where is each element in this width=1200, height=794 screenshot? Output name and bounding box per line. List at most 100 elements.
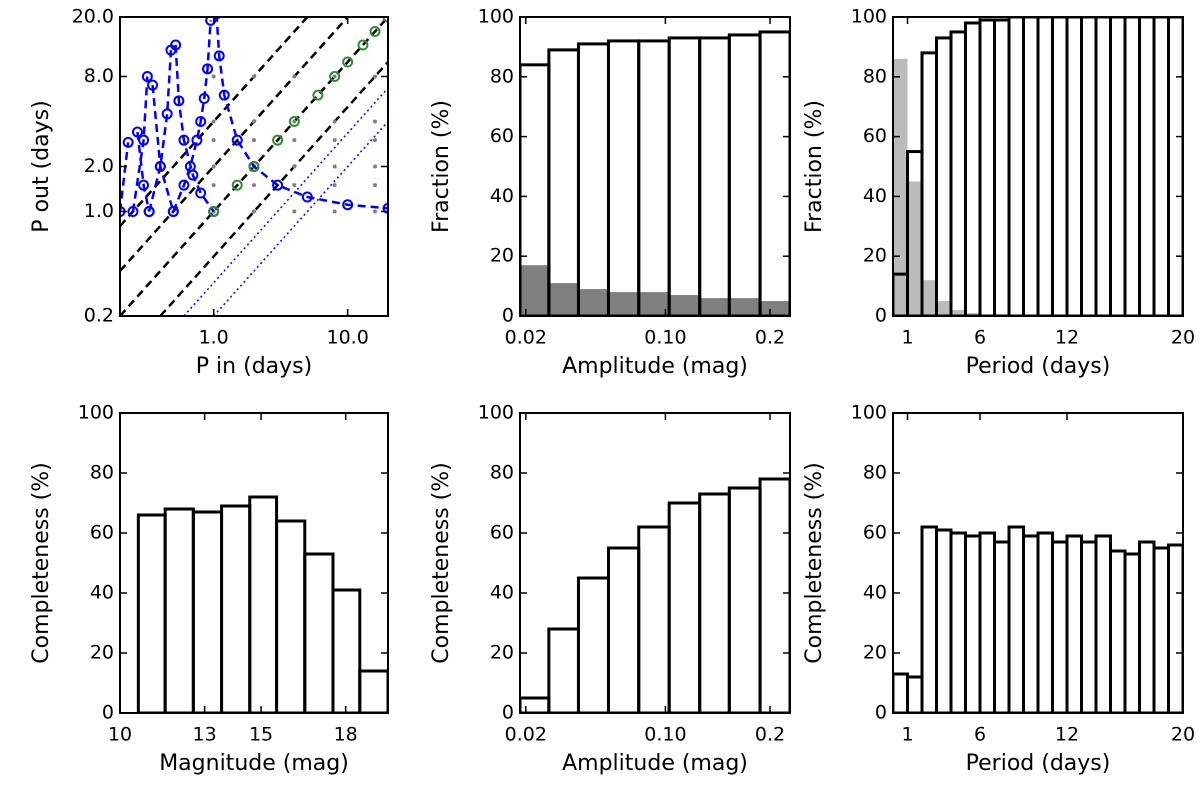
point — [212, 17, 221, 20]
y-axis-label: Completeness (%) — [29, 462, 54, 664]
y-tick-label: 60 — [490, 125, 514, 147]
axes-frame — [519, 16, 791, 317]
point — [173, 95, 185, 107]
point — [211, 183, 216, 188]
point — [342, 199, 354, 211]
point — [231, 134, 243, 146]
point — [213, 50, 225, 62]
point — [252, 119, 256, 124]
bar — [1080, 540, 1098, 713]
y-tick-label: 60 — [863, 125, 887, 147]
bar — [1138, 540, 1156, 713]
y-tick-label: 80 — [863, 65, 887, 87]
y-tick-label: 80 — [490, 65, 514, 87]
bar — [520, 265, 549, 316]
bar — [727, 33, 762, 316]
x-axis-label: Amplitude (mag) — [562, 354, 748, 379]
y-tick-label: 40 — [863, 185, 887, 207]
point — [292, 74, 297, 79]
point — [143, 206, 155, 218]
x-tick-label: 0.2 — [755, 724, 785, 746]
curve — [174, 44, 215, 213]
curve — [120, 142, 130, 212]
bar — [548, 283, 579, 316]
point — [231, 179, 243, 191]
bar — [893, 672, 909, 713]
x-tick-label: 0.02 — [505, 724, 547, 746]
point — [373, 119, 378, 124]
y-tick-label: 0 — [875, 305, 887, 327]
point — [131, 126, 143, 138]
point — [195, 115, 207, 127]
y-tick-label: 40 — [863, 582, 887, 604]
y-tick-label: 1.0 — [84, 200, 114, 222]
bar — [920, 51, 938, 316]
point — [211, 138, 216, 143]
x-tick-label: 0.2 — [755, 327, 785, 349]
y-tick-label: 8.0 — [84, 65, 114, 87]
y-tick-label: 100 — [851, 402, 887, 424]
point — [198, 93, 210, 105]
y-tick-label: 0 — [875, 702, 887, 724]
x-tick-label: 0.02 — [505, 327, 547, 349]
y-tick-label: 100 — [478, 402, 514, 424]
point — [170, 39, 182, 51]
bar — [520, 696, 551, 713]
bar — [893, 58, 908, 316]
y-tick-label: 80 — [863, 462, 887, 484]
bar — [667, 501, 702, 713]
y-tick-label: 40 — [490, 582, 514, 604]
y-tick-label: 60 — [863, 522, 887, 544]
bar — [638, 292, 670, 316]
bar — [1167, 17, 1183, 316]
y-tick-label: 0.2 — [84, 305, 114, 327]
bar — [637, 525, 671, 713]
y-axis-label: Fraction (%) — [429, 100, 454, 233]
point — [373, 74, 378, 79]
bar — [978, 531, 996, 713]
y-axis-label: Fraction (%) — [802, 100, 827, 233]
y-tick-label: 20 — [863, 642, 887, 664]
point — [272, 179, 284, 191]
bar — [993, 18, 1011, 316]
plot-area — [120, 17, 388, 316]
point — [205, 17, 217, 26]
curve — [215, 17, 388, 210]
bar — [698, 36, 731, 316]
bar — [191, 510, 224, 713]
bar — [1007, 17, 1025, 316]
bar — [1138, 17, 1156, 316]
point — [332, 183, 337, 188]
point — [292, 209, 297, 214]
bar — [275, 519, 307, 713]
bar — [1109, 549, 1127, 713]
bar — [1065, 534, 1083, 713]
point — [332, 138, 337, 143]
point — [332, 164, 337, 169]
x-tick-label: 6 — [974, 724, 986, 746]
bar — [758, 477, 790, 713]
point — [161, 108, 173, 120]
bar — [729, 298, 761, 316]
bar — [1036, 531, 1054, 713]
plot-area — [520, 30, 790, 316]
x-tick-label: 1 — [901, 327, 913, 349]
point — [292, 138, 297, 143]
bar — [1094, 17, 1112, 316]
point — [208, 206, 220, 218]
bar — [907, 181, 922, 316]
y-tick-label: 80 — [90, 462, 114, 484]
point — [342, 56, 354, 68]
y-tick-label: 100 — [78, 402, 114, 424]
y-tick-label: 20 — [490, 642, 514, 664]
bar — [1080, 17, 1098, 316]
point — [252, 138, 256, 143]
bar — [949, 30, 967, 316]
x-tick-label: 0.10 — [644, 327, 686, 349]
panel: 1.0 10.0 0.2 1.0 2.0 8.0 20.0 P in (days) P out … — [29, 6, 389, 379]
point — [138, 179, 150, 191]
bar — [1051, 540, 1069, 713]
bar — [760, 301, 790, 316]
point — [178, 179, 190, 191]
point — [292, 164, 297, 169]
